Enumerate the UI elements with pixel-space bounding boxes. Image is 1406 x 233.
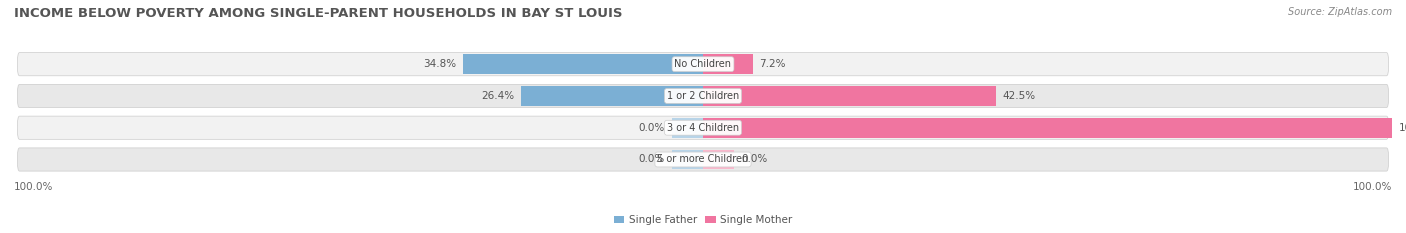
Bar — [703, 86, 995, 106]
Text: 42.5%: 42.5% — [1002, 91, 1036, 101]
Text: 5 or more Children: 5 or more Children — [658, 154, 748, 164]
FancyBboxPatch shape — [17, 116, 1389, 139]
Bar — [703, 150, 734, 169]
Bar — [672, 150, 703, 169]
Text: 100.0%: 100.0% — [1399, 123, 1406, 133]
Bar — [463, 54, 703, 74]
Text: 0.0%: 0.0% — [638, 123, 665, 133]
FancyBboxPatch shape — [17, 53, 1389, 76]
Text: 34.8%: 34.8% — [423, 59, 457, 69]
Text: 1 or 2 Children: 1 or 2 Children — [666, 91, 740, 101]
Text: 0.0%: 0.0% — [638, 154, 665, 164]
Text: INCOME BELOW POVERTY AMONG SINGLE-PARENT HOUSEHOLDS IN BAY ST LOUIS: INCOME BELOW POVERTY AMONG SINGLE-PARENT… — [14, 7, 623, 20]
Text: 26.4%: 26.4% — [481, 91, 515, 101]
Text: 3 or 4 Children: 3 or 4 Children — [666, 123, 740, 133]
Bar — [672, 118, 703, 137]
FancyBboxPatch shape — [17, 84, 1389, 108]
Text: 100.0%: 100.0% — [14, 182, 53, 192]
Bar — [522, 86, 703, 106]
Bar — [703, 118, 1392, 137]
Text: No Children: No Children — [675, 59, 731, 69]
FancyBboxPatch shape — [17, 148, 1389, 171]
Legend: Single Father, Single Mother: Single Father, Single Mother — [610, 211, 796, 230]
Text: 0.0%: 0.0% — [741, 154, 768, 164]
Text: 100.0%: 100.0% — [1353, 182, 1392, 192]
Text: Source: ZipAtlas.com: Source: ZipAtlas.com — [1288, 7, 1392, 17]
Text: 7.2%: 7.2% — [759, 59, 786, 69]
Bar — [703, 54, 752, 74]
